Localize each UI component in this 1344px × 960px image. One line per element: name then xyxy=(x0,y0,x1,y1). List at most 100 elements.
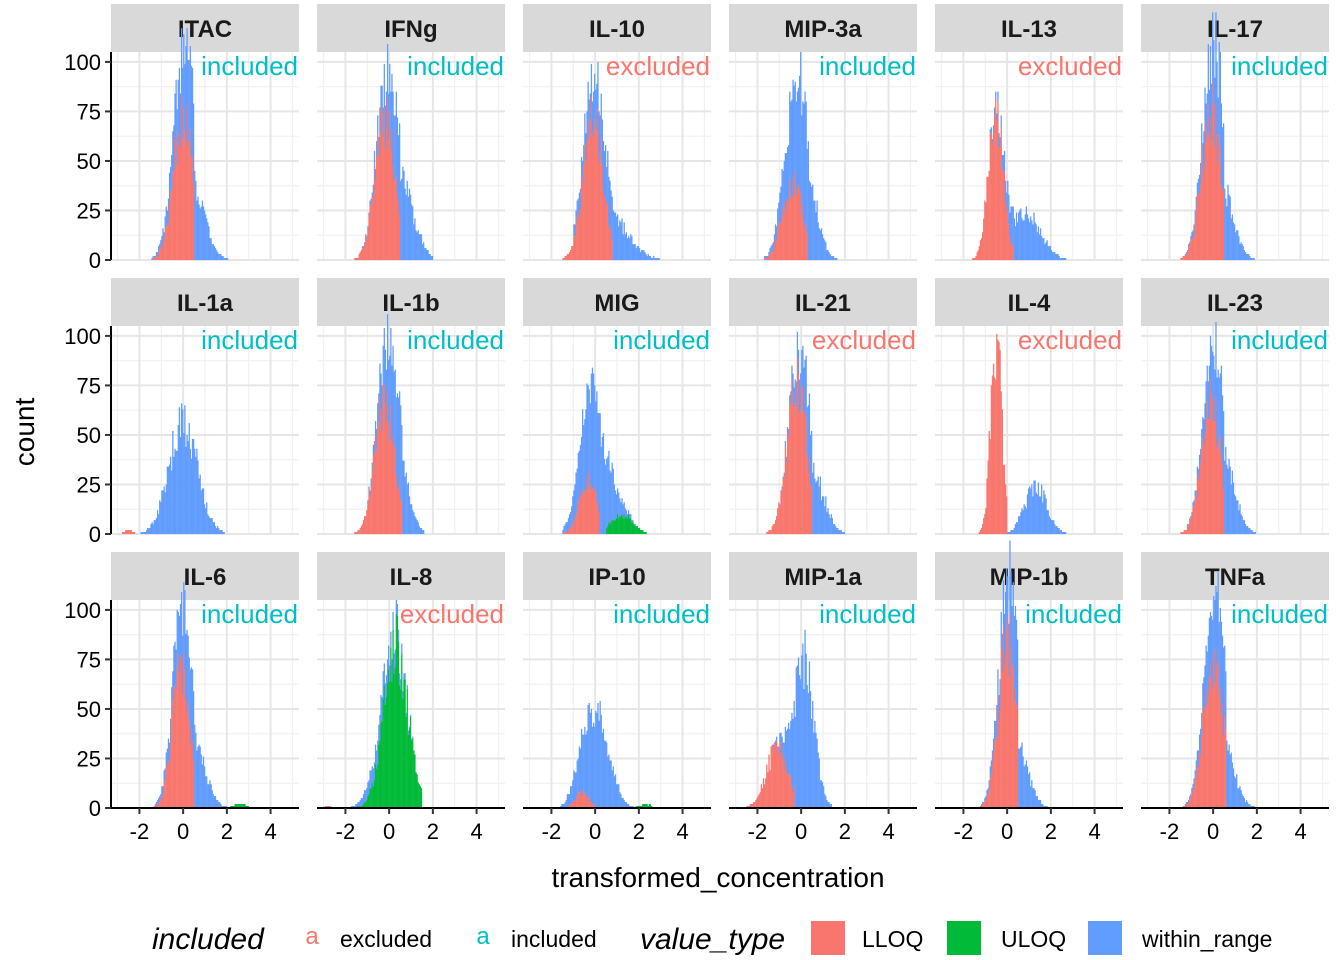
x-tick-label: 0 xyxy=(589,819,601,844)
bar-within_range xyxy=(627,510,630,515)
bar-lloq xyxy=(164,780,166,808)
bar-within_range xyxy=(568,794,571,807)
bar-lloq xyxy=(369,206,371,260)
bar-within_range xyxy=(585,734,587,793)
bar-lloq xyxy=(172,172,174,260)
bar-uloq xyxy=(649,804,652,808)
bar-lloq xyxy=(386,391,389,534)
bar-within_range xyxy=(641,250,643,260)
bar-within_range xyxy=(373,151,376,165)
bar-within_range xyxy=(199,474,201,534)
bar-lloq xyxy=(1188,802,1190,808)
bar-lloq xyxy=(767,772,769,808)
bar-lloq xyxy=(782,216,784,260)
bar-lloq xyxy=(777,230,779,260)
bar-lloq xyxy=(1212,81,1214,260)
bar-within_range xyxy=(1056,526,1058,534)
bar-lloq xyxy=(979,530,982,534)
bar-lloq xyxy=(570,250,572,260)
bar-lloq xyxy=(578,210,581,260)
bar-lloq xyxy=(789,178,791,260)
bar-within_range xyxy=(182,67,184,140)
bar-within_range xyxy=(633,244,635,260)
bar-lloq xyxy=(190,728,193,808)
bar-within_range xyxy=(394,369,396,449)
bar-within_range xyxy=(801,115,803,215)
bar-lloq xyxy=(1206,135,1208,260)
bar-within_range xyxy=(644,252,646,260)
bar-within_range xyxy=(220,804,222,808)
bar-lloq xyxy=(155,256,158,260)
bar-within_range xyxy=(389,665,391,682)
bar-within_range xyxy=(1015,212,1018,260)
bar-lloq xyxy=(1003,665,1006,808)
bar-within_range xyxy=(831,256,834,260)
y-tick-label: 0 xyxy=(89,522,101,547)
bar-within_range xyxy=(393,653,395,674)
bar-lloq xyxy=(182,695,184,808)
x-tick-label: 0 xyxy=(795,819,807,844)
bar-within_range xyxy=(600,93,602,140)
bar-within_range xyxy=(619,792,621,808)
x-axis: -2 0 2 4 xyxy=(111,807,299,844)
bar-lloq xyxy=(171,190,173,260)
bar-within_range xyxy=(613,212,616,260)
bar-lloq xyxy=(792,393,794,534)
bar-within_range xyxy=(367,226,369,231)
bar-lloq xyxy=(174,139,176,260)
bar-within_range xyxy=(1196,466,1199,477)
facet-strip-label: MIP-1b xyxy=(990,564,1069,591)
bar-within_range xyxy=(398,673,401,686)
bar-uloq xyxy=(390,647,392,808)
bar-within_range xyxy=(1024,764,1026,808)
bar-within_range xyxy=(823,786,825,808)
bar-lloq xyxy=(393,180,395,260)
bar-uloq xyxy=(606,528,608,534)
bar-within_range xyxy=(1191,232,1193,239)
bar-within_range xyxy=(1236,774,1238,808)
bar-within_range xyxy=(562,530,564,534)
bar-within_range xyxy=(1247,254,1249,260)
bar-lloq xyxy=(394,178,396,260)
x-tick-label: 4 xyxy=(1088,819,1100,844)
bar-within_range xyxy=(191,438,194,534)
bar-lloq xyxy=(1196,476,1199,534)
bar-within_range xyxy=(202,488,205,534)
bar-lloq xyxy=(770,746,772,808)
bar-lloq xyxy=(788,436,790,534)
bar-uloq xyxy=(609,524,611,534)
bar-within_range xyxy=(1208,617,1211,678)
bar-within_range xyxy=(1221,127,1224,189)
facet-strip-label: IL-23 xyxy=(1207,290,1263,317)
bar-within_range xyxy=(397,629,400,642)
histogram-bars xyxy=(1180,12,1255,260)
bar-lloq xyxy=(760,784,762,808)
bar-within_range xyxy=(416,232,418,260)
bar-within_range xyxy=(1037,226,1040,260)
bar-within_range xyxy=(389,63,391,112)
bar-within_range xyxy=(154,520,157,534)
bar-within_range xyxy=(830,256,832,260)
bar-within_range xyxy=(397,397,400,491)
x-tick-label: 0 xyxy=(1207,819,1219,844)
bar-within_range xyxy=(586,111,588,142)
bar-within_range xyxy=(407,482,410,534)
bar-lloq xyxy=(1194,496,1196,534)
bar-uloq xyxy=(402,699,404,808)
bar-within_range xyxy=(765,256,767,259)
bar-within_range xyxy=(818,228,820,260)
bar-within_range xyxy=(400,405,402,503)
bar-within_range xyxy=(1242,246,1244,260)
legend-label-within-range: within_range xyxy=(1141,926,1272,952)
bar-within_range xyxy=(1247,802,1249,808)
bar-within_range xyxy=(207,222,209,260)
bar-within_range xyxy=(1220,103,1223,185)
bar-within_range xyxy=(777,746,779,751)
bar-within_range xyxy=(401,643,403,654)
bar-within_range xyxy=(166,748,169,763)
bar-uloq xyxy=(632,522,634,534)
bar-lloq xyxy=(131,532,134,534)
facet-strip-label: IL-6 xyxy=(184,564,227,591)
bar-within_range xyxy=(658,258,660,260)
bar-within_range xyxy=(1248,804,1250,808)
